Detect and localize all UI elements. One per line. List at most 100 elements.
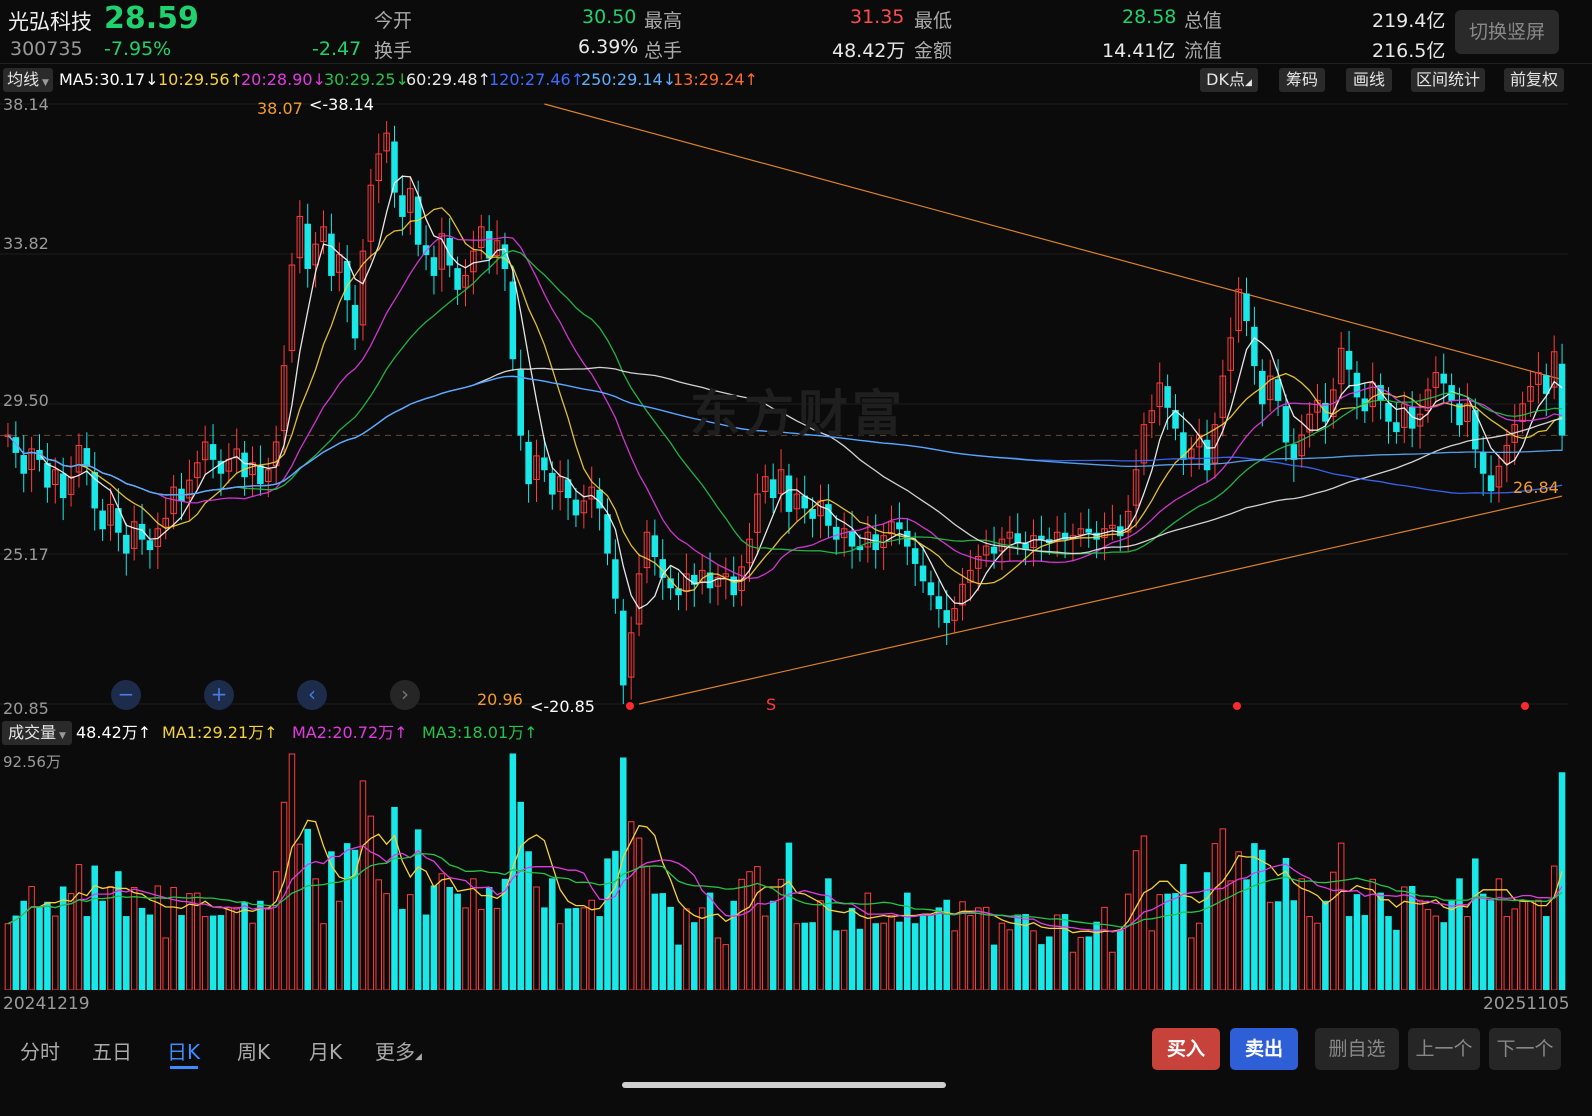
- candle-body: [241, 452, 248, 478]
- zoom-out-button[interactable]: −: [111, 680, 141, 710]
- tab-weekly[interactable]: 周K: [237, 1040, 271, 1064]
- candle-body: [12, 437, 20, 453]
- volume-bar: [754, 866, 761, 990]
- turnover-value: 6.39%: [578, 36, 639, 58]
- candle-body: [233, 448, 240, 459]
- volume-bar: [1503, 916, 1511, 990]
- dk-point-button[interactable]: DK点◢: [1200, 68, 1258, 92]
- ma-selector-button[interactable]: 均线 ▼: [3, 68, 53, 92]
- vol-ma1-label: MA1:29.21万↑: [162, 723, 278, 742]
- candle-body: [107, 503, 114, 526]
- candle-body: [746, 538, 753, 564]
- plus-icon: +: [210, 682, 228, 706]
- tab-more[interactable]: 更多◢: [375, 1036, 422, 1065]
- volume-bar: [698, 907, 706, 990]
- turnover-label: 换手: [374, 40, 413, 62]
- candle-body: [643, 531, 651, 569]
- zoom-in-button[interactable]: +: [204, 680, 234, 710]
- candle-body: [478, 226, 485, 248]
- candle-body: [714, 576, 722, 587]
- candle-body: [919, 565, 927, 582]
- price-chart[interactable]: [0, 94, 1568, 716]
- tab-more-label: 更多: [375, 1040, 415, 1064]
- volume-bar: [1172, 893, 1179, 990]
- candle-body: [217, 460, 225, 474]
- volume-bar: [880, 922, 887, 990]
- volume-selector-label: 成交量: [8, 723, 57, 742]
- ma30-label: 30:29.25↓: [324, 70, 409, 89]
- next-stock-button[interactable]: 下一个: [1489, 1028, 1561, 1070]
- open-value: 30.50: [582, 6, 637, 28]
- remove-watchlist-button[interactable]: 删自选: [1315, 1028, 1399, 1070]
- volume-bar: [28, 885, 35, 990]
- volume-bar: [1030, 930, 1037, 990]
- range-stats-button[interactable]: 区间统计: [1411, 68, 1485, 92]
- candle-body: [541, 457, 548, 471]
- candle-body: [123, 534, 130, 554]
- volume-bar: [1085, 936, 1092, 990]
- volume-bar: [635, 837, 643, 990]
- candle-body: [556, 476, 564, 492]
- ma5-line: [7, 175, 1563, 610]
- candle-body: [320, 226, 327, 243]
- sell-button[interactable]: 卖出: [1230, 1028, 1298, 1070]
- scroll-right-button[interactable]: ›: [390, 680, 420, 710]
- volume-bar: [1472, 858, 1479, 990]
- volume-bar: [951, 930, 958, 990]
- adjust-button[interactable]: 前复权: [1504, 68, 1564, 92]
- scroll-left-button[interactable]: ‹: [297, 680, 327, 710]
- volume-bar: [1353, 894, 1361, 990]
- volume-bar: [296, 843, 304, 990]
- volume-value: 48.42万: [832, 40, 906, 62]
- volume-bar: [643, 865, 651, 990]
- volume-bar: [304, 828, 311, 990]
- volume-bar: [1535, 899, 1542, 990]
- tab-five-day[interactable]: 五日: [92, 1040, 132, 1064]
- candle-body: [1014, 533, 1021, 544]
- candle-body: [470, 250, 477, 273]
- volume-bar: [485, 887, 493, 990]
- candle-body: [44, 463, 51, 488]
- chips-button[interactable]: 筹码: [1279, 68, 1325, 92]
- candle-body: [1298, 434, 1305, 457]
- prev-stock-button[interactable]: 上一个: [1408, 1028, 1480, 1070]
- volume-bar: [1527, 900, 1534, 990]
- volume-bar: [777, 878, 785, 990]
- volume-bar: [1511, 908, 1518, 990]
- volume-bar: [249, 922, 256, 990]
- candle-body: [1203, 439, 1211, 471]
- tab-daily[interactable]: 日K: [167, 1040, 201, 1064]
- candle-body: [627, 632, 635, 678]
- volume-bar: [801, 922, 808, 990]
- volume-bar: [1101, 906, 1108, 990]
- volume-bar: [746, 871, 753, 990]
- candle-body: [1503, 444, 1511, 464]
- volume-bar: [1361, 915, 1369, 990]
- ma30-line: [7, 249, 1563, 555]
- volume-chart[interactable]: [0, 746, 1568, 990]
- candle-body: [1424, 389, 1432, 412]
- candle-body: [525, 441, 532, 485]
- volume-selector-button[interactable]: 成交量 ▼: [2, 721, 72, 745]
- volume-bar: [454, 893, 461, 990]
- tab-monthly[interactable]: 月K: [309, 1040, 343, 1064]
- volume-bar: [1069, 951, 1077, 990]
- vol-ma3-label: MA3:18.01万↑: [422, 723, 538, 742]
- tab-intraday[interactable]: 分时: [20, 1040, 60, 1064]
- candle-body: [454, 268, 461, 290]
- volume-bar: [738, 878, 745, 990]
- candle-body: [462, 274, 469, 288]
- volume-bar: [225, 907, 233, 990]
- volume-bar: [1543, 916, 1550, 990]
- volume-bar: [288, 753, 296, 990]
- candle-body: [1550, 351, 1558, 388]
- candle-body: [612, 559, 619, 599]
- ma250-label: 250:29.14↓: [581, 70, 677, 89]
- toggle-portrait-button[interactable]: 切换竖屏: [1455, 10, 1559, 54]
- vol-ma2-line: [7, 845, 1563, 933]
- buy-button[interactable]: 买入: [1152, 1028, 1220, 1070]
- volume-label: 总手: [644, 40, 683, 62]
- draw-line-button[interactable]: 画线: [1346, 68, 1392, 92]
- volume-bar: [604, 858, 611, 990]
- volume-bar: [241, 901, 248, 990]
